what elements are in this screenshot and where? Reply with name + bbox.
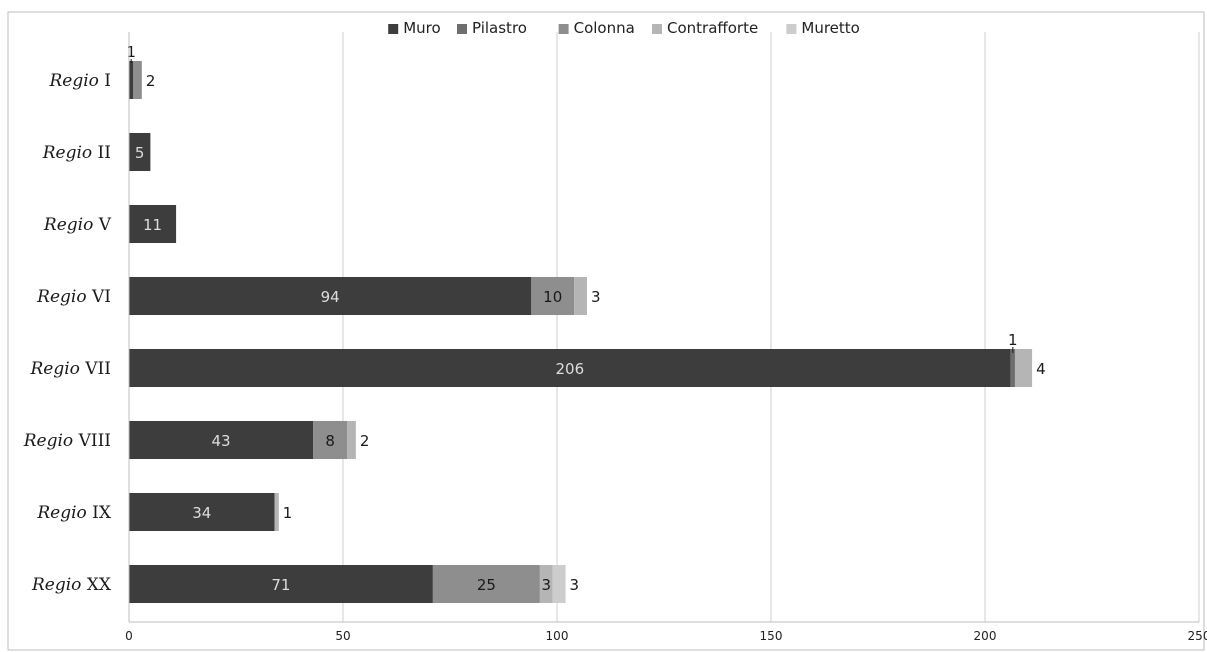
legend-swatch-colonna bbox=[558, 24, 569, 34]
legend-swatch-contrafforte bbox=[652, 24, 662, 34]
data-label-contrafforte-3: 3 bbox=[591, 288, 601, 306]
bar-segment-colonna-7 bbox=[432, 565, 540, 603]
data-label-muro-0: 1 bbox=[126, 43, 136, 61]
category-prefix: Regio bbox=[23, 431, 73, 451]
bar-segment-contrafforte-6 bbox=[274, 493, 279, 531]
x-tick-label-200: 200 bbox=[974, 629, 997, 643]
x-tick-label-0: 0 bbox=[125, 629, 133, 643]
category-numeral: II bbox=[92, 143, 111, 163]
category-label-3: Regio VI bbox=[36, 287, 111, 307]
data-label-muro-7: 71 bbox=[271, 576, 290, 594]
legend-label-muro: Muro bbox=[403, 19, 440, 37]
bar-segment-muro-0 bbox=[129, 61, 134, 99]
data-label-contrafforte-6: 1 bbox=[283, 504, 293, 522]
data-label-muro-3: 94 bbox=[321, 288, 340, 306]
data-label-colonna-3: 10 bbox=[543, 288, 562, 306]
legend-swatch-muro bbox=[388, 24, 399, 34]
category-numeral: VII bbox=[80, 359, 111, 379]
bar-segment-muretto-7 bbox=[552, 565, 566, 603]
bar-segment-muro-7 bbox=[129, 565, 433, 603]
category-label-2: Regio V bbox=[43, 215, 112, 235]
category-label-4: Regio VII bbox=[29, 359, 111, 379]
legend-label-colonna: Colonna bbox=[574, 19, 635, 37]
bar-segment-colonna-5 bbox=[313, 421, 348, 459]
data-label-contrafforte-5: 2 bbox=[360, 432, 370, 450]
data-label-muro-2: 11 bbox=[143, 216, 162, 234]
bar-segment-colonna-3 bbox=[531, 277, 575, 315]
bar-segment-muro-2 bbox=[129, 205, 177, 243]
category-label-5: Regio VIII bbox=[23, 431, 111, 451]
data-label-pilastro-4: 1 bbox=[1008, 331, 1018, 349]
legend-label-contrafforte: Contrafforte bbox=[667, 19, 758, 37]
plot-frame bbox=[7, 11, 1205, 651]
x-tick-label-150: 150 bbox=[760, 629, 783, 643]
bar-segment-muro-5 bbox=[129, 421, 314, 459]
data-label-muro-6: 34 bbox=[192, 504, 211, 522]
category-numeral: VI bbox=[87, 287, 111, 307]
category-prefix: Regio bbox=[42, 143, 92, 163]
data-label-colonna-0: 2 bbox=[146, 72, 156, 90]
data-label-colonna-7: 25 bbox=[477, 576, 496, 594]
legend-label-pilastro: Pilastro bbox=[472, 19, 527, 37]
category-label-6: Regio IX bbox=[36, 503, 112, 523]
category-numeral: V bbox=[93, 215, 111, 235]
category-prefix: Regio bbox=[29, 359, 79, 379]
data-label-contrafforte-7: 3 bbox=[542, 576, 552, 594]
legend-swatch-muretto bbox=[786, 24, 797, 34]
data-label-muro-4: 206 bbox=[556, 360, 585, 378]
legend-label-muretto: Muretto bbox=[801, 19, 859, 37]
bar-segment-contrafforte-7 bbox=[539, 565, 553, 603]
data-label-muro-1: 5 bbox=[135, 144, 145, 162]
bar-segment-muro-1 bbox=[129, 133, 151, 171]
category-label-1: Regio II bbox=[42, 143, 111, 163]
bar-segment-colonna-0 bbox=[133, 61, 142, 99]
category-numeral: VIII bbox=[73, 431, 111, 451]
category-numeral: XX bbox=[81, 575, 112, 595]
x-tick-label-100: 100 bbox=[546, 629, 569, 643]
bar-segment-pilastro-4 bbox=[1010, 349, 1015, 387]
category-prefix: Regio bbox=[36, 503, 86, 523]
category-label-0: Regio I bbox=[48, 71, 111, 91]
bar-segment-muro-3 bbox=[129, 277, 532, 315]
bar-segment-muro-4 bbox=[129, 349, 1011, 387]
category-prefix: Regio bbox=[36, 287, 86, 307]
category-label-7: Regio XX bbox=[31, 575, 112, 595]
data-label-muro-5: 43 bbox=[211, 432, 230, 450]
legend-swatch-pilastro bbox=[457, 24, 467, 34]
category-prefix: Regio bbox=[48, 71, 98, 91]
x-tick-label-50: 50 bbox=[335, 629, 350, 643]
category-numeral: IX bbox=[87, 503, 112, 523]
data-label-colonna-5: 8 bbox=[325, 432, 335, 450]
data-label-contrafforte-4: 4 bbox=[1036, 360, 1046, 378]
category-numeral: I bbox=[99, 71, 111, 91]
bar-segment-contrafforte-5 bbox=[347, 421, 356, 459]
data-label-muretto-7: 3 bbox=[570, 576, 580, 594]
category-prefix: Regio bbox=[43, 215, 93, 235]
x-tick-label-250: 250 bbox=[1188, 629, 1207, 643]
bar-segment-muro-6 bbox=[129, 493, 275, 531]
category-prefix: Regio bbox=[31, 575, 81, 595]
bar-segment-contrafforte-3 bbox=[574, 277, 587, 315]
bar-segment-contrafforte-4 bbox=[1014, 349, 1033, 387]
